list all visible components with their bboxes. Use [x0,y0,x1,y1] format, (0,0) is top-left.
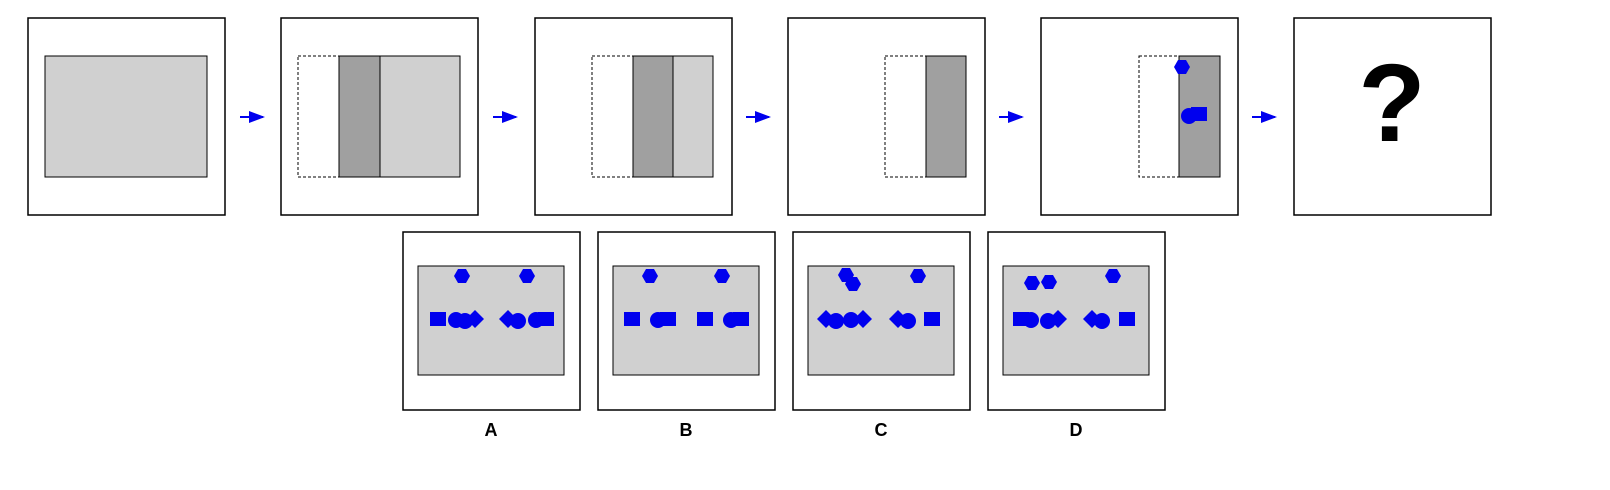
sequence: ? [27,17,1492,216]
question-mark: ? [1358,42,1425,165]
hole [733,312,749,326]
hole [1023,312,1039,328]
folded-away [591,55,634,178]
folded-away [884,55,927,178]
hole [828,313,844,329]
option-label: B [680,420,693,440]
option-label: D [1070,420,1083,440]
fold [925,55,967,178]
hole [430,312,446,326]
options: A B C [402,231,1166,440]
option-c[interactable]: C [792,231,971,440]
hole [697,312,713,326]
option-b[interactable]: B [597,231,776,440]
punch-hole [1191,107,1207,121]
hole [924,312,940,326]
hole [1119,312,1135,326]
option-a[interactable]: A [402,231,581,440]
option-d[interactable]: D [987,231,1166,440]
paper [44,55,208,178]
fold [632,55,674,178]
option-label: C [875,420,888,440]
hole [538,312,554,326]
folded-away [297,55,340,178]
hole [900,313,916,329]
step-frame [1293,17,1492,216]
paper [379,55,461,178]
fold [338,55,381,178]
hole [660,312,676,326]
paper [672,55,714,178]
option-label: A [485,420,498,440]
hole [510,313,526,329]
hole [624,312,640,326]
hole [1094,313,1110,329]
folded-away [1138,55,1180,178]
